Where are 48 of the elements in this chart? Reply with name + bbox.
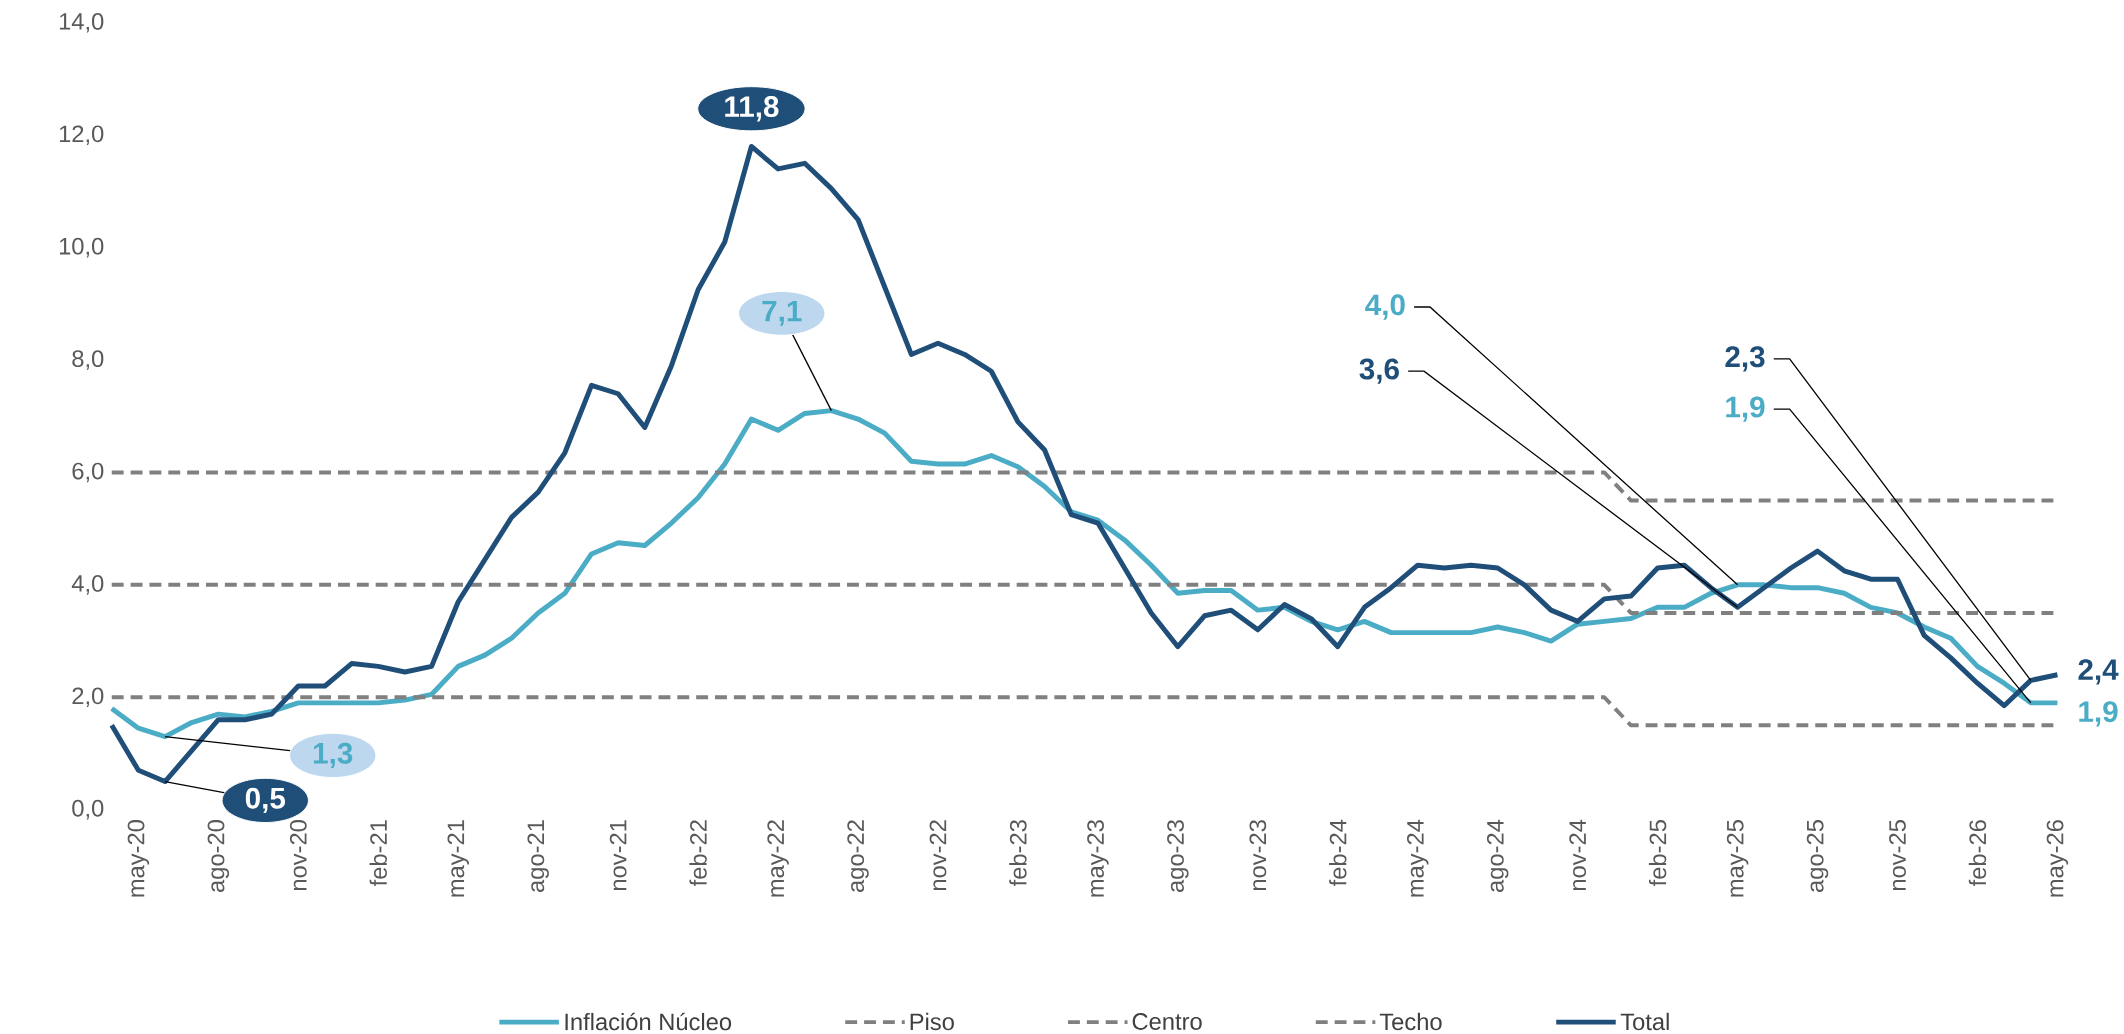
y-tick-label: 2,0	[72, 687, 104, 708]
annotation: 1,3	[313, 742, 353, 769]
annotation: 0,5	[245, 787, 286, 814]
x-tick-label: feb-25	[1648, 820, 1667, 887]
y-tick-label: 6,0	[72, 462, 104, 483]
y-tick-label: 14,0	[59, 13, 104, 33]
annotation: 3,6	[1359, 358, 1399, 384]
x-tick-label: ago-22	[847, 820, 869, 893]
x-tick-label: ago-20	[207, 820, 230, 893]
legend-label: Piso	[910, 1012, 954, 1031]
y-tick-label: 10,0	[59, 237, 104, 258]
legend-label: Inflación Núcleo	[565, 1012, 732, 1031]
annotation: 4,0	[1365, 294, 1405, 320]
annotation: 7,1	[762, 300, 802, 326]
y-tick-label: 4,0	[71, 575, 104, 595]
x-tick-label: feb-26	[1968, 820, 1987, 887]
x-tick-label: ago-23	[1167, 820, 1189, 893]
x-tick-label: may-22	[767, 820, 789, 897]
x-tick-label: ago-24	[1486, 819, 1509, 893]
y-tick-label: 0,0	[72, 799, 104, 820]
x-tick-label: nov-20	[289, 820, 307, 891]
x-tick-label: feb-21	[369, 820, 387, 887]
y-tick-label: 8,0	[72, 350, 104, 370]
x-tick-label: may-25	[1726, 820, 1749, 897]
x-tick-label: may-24	[1407, 819, 1429, 897]
legend-label: Techo	[1379, 1012, 1442, 1031]
annotation: 2,4	[2078, 659, 2119, 685]
x-tick-label: feb-22	[689, 820, 707, 887]
annotation: 2,3	[1725, 346, 1765, 372]
x-tick-label: nov-22	[929, 820, 947, 891]
x-tick-label: feb-24	[1329, 819, 1347, 887]
x-tick-label: nov-23	[1249, 820, 1267, 891]
x-tick-label: nov-24	[1569, 819, 1587, 891]
x-tick-label: may-20	[127, 820, 150, 897]
x-tick-label: may-26	[2046, 820, 2069, 897]
x-tick-label: may-21	[447, 820, 469, 897]
legend-label: Total	[1620, 1012, 1669, 1031]
x-tick-label: feb-23	[1009, 820, 1027, 887]
x-tick-label: ago-25	[1806, 820, 1829, 893]
x-tick-label: may-23	[1087, 820, 1109, 897]
annotation: 1,9	[1726, 396, 1765, 422]
annotation: 11,8	[725, 96, 779, 122]
legend-label: Centro	[1132, 1013, 1202, 1030]
y-tick-label: 12,0	[59, 125, 104, 146]
x-tick-label: nov-21	[609, 820, 627, 891]
annotation: 1,9	[2079, 701, 2118, 727]
x-tick-label: ago-21	[527, 820, 549, 893]
x-tick-label: nov-25	[1889, 820, 1906, 891]
